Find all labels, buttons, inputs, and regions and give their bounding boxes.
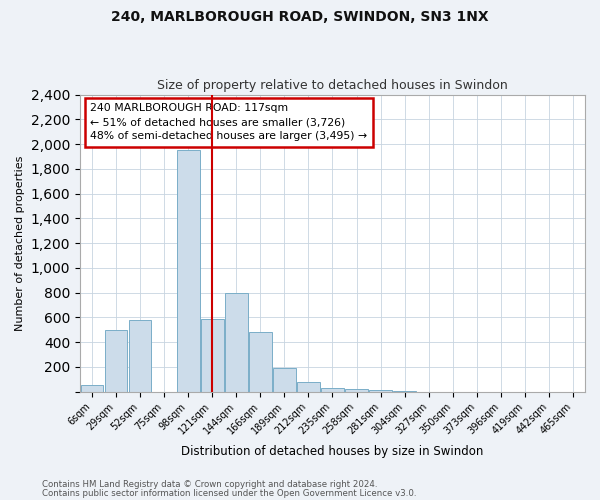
Text: 240, MARLBOROUGH ROAD, SWINDON, SN3 1NX: 240, MARLBOROUGH ROAD, SWINDON, SN3 1NX: [111, 10, 489, 24]
Bar: [369, 390, 392, 392]
Bar: [297, 382, 320, 392]
Title: Size of property relative to detached houses in Swindon: Size of property relative to detached ho…: [157, 79, 508, 92]
Y-axis label: Number of detached properties: Number of detached properties: [15, 156, 25, 330]
Bar: [80, 386, 103, 392]
Bar: [128, 320, 151, 392]
Bar: [177, 150, 200, 392]
Bar: [321, 388, 344, 392]
Bar: [393, 391, 416, 392]
Bar: [225, 292, 248, 392]
Bar: [249, 332, 272, 392]
Bar: [273, 368, 296, 392]
Text: 240 MARLBOROUGH ROAD: 117sqm
← 51% of detached houses are smaller (3,726)
48% of: 240 MARLBOROUGH ROAD: 117sqm ← 51% of de…: [90, 104, 367, 142]
Text: Contains public sector information licensed under the Open Government Licence v3: Contains public sector information licen…: [42, 490, 416, 498]
Bar: [345, 389, 368, 392]
Text: Contains HM Land Registry data © Crown copyright and database right 2024.: Contains HM Land Registry data © Crown c…: [42, 480, 377, 489]
Bar: [201, 318, 224, 392]
Bar: [104, 330, 127, 392]
X-axis label: Distribution of detached houses by size in Swindon: Distribution of detached houses by size …: [181, 444, 484, 458]
